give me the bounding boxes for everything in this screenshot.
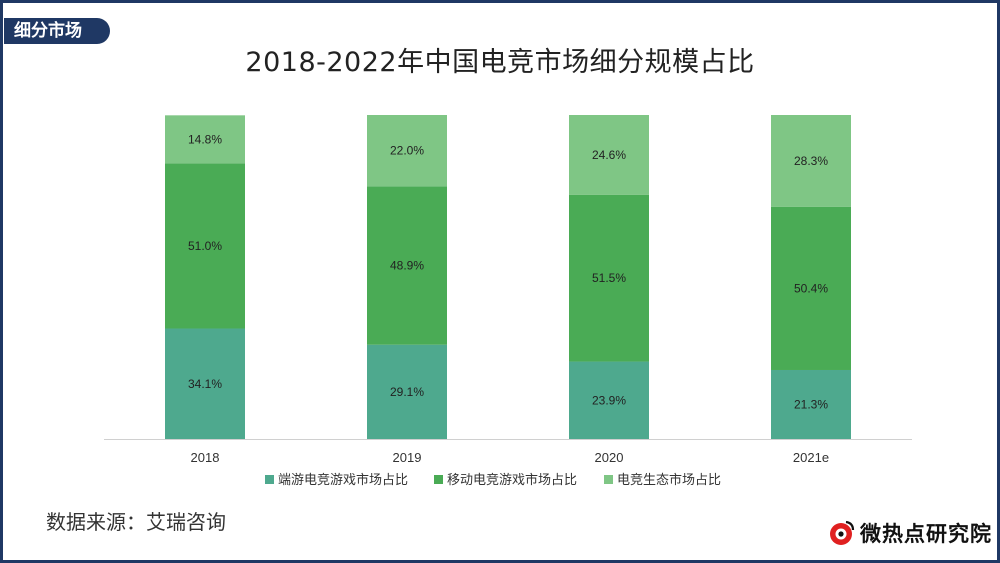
bar-segment-2018-s2 bbox=[165, 115, 245, 164]
x-tick-label: 2019 bbox=[393, 450, 422, 465]
bar-segment-2018-s0 bbox=[165, 328, 245, 439]
bar-segment-2020-s0 bbox=[569, 361, 649, 439]
data-label: 23.9% bbox=[592, 393, 626, 407]
data-label: 14.8% bbox=[188, 132, 222, 146]
data-label: 24.6% bbox=[592, 148, 626, 162]
x-tick-label: 2018 bbox=[191, 450, 220, 465]
logo-text: 微热点研究院 bbox=[860, 522, 992, 546]
bar-segment-2019-s1 bbox=[367, 186, 447, 345]
legend-swatch bbox=[604, 475, 613, 484]
bar-segment-2018-s1 bbox=[165, 163, 245, 329]
legend-label: 电竞生态市场占比 bbox=[617, 472, 721, 488]
x-tick-label: 2021e bbox=[793, 450, 829, 465]
data-label: 48.9% bbox=[390, 258, 424, 272]
data-label: 34.1% bbox=[188, 377, 222, 391]
bar-segment-2020-s2 bbox=[569, 115, 649, 195]
weibo-eye-icon bbox=[830, 520, 855, 545]
data-label: 22.0% bbox=[390, 144, 424, 158]
legend-swatch bbox=[434, 475, 443, 484]
bar-segment-2021e-s0 bbox=[771, 369, 851, 439]
x-tick-label: 2020 bbox=[595, 450, 624, 465]
data-label: 28.3% bbox=[794, 154, 828, 168]
bar-segment-2019-s0 bbox=[367, 344, 447, 439]
bar-segment-2020-s1 bbox=[569, 194, 649, 362]
section-tag: 细分市场 bbox=[4, 18, 110, 44]
legend-label: 端游电竞游戏市场占比 bbox=[278, 472, 408, 488]
bar-segment-2021e-s2 bbox=[771, 115, 851, 207]
legend-swatch bbox=[265, 475, 274, 484]
data-label: 51.5% bbox=[592, 271, 626, 285]
chart-title: 2018-2022年中国电竞市场细分规模占比 bbox=[245, 47, 755, 78]
data-label: 29.1% bbox=[390, 385, 424, 399]
bar-segment-2021e-s1 bbox=[771, 206, 851, 370]
data-source-note: 数据来源：艾瑞咨询 bbox=[46, 510, 226, 534]
legend-label: 移动电竞游戏市场占比 bbox=[447, 472, 577, 488]
brand-logo: 微热点研究院 bbox=[826, 516, 992, 550]
data-label: 21.3% bbox=[794, 397, 828, 411]
data-label: 51.0% bbox=[188, 239, 222, 253]
bar-segment-2019-s2 bbox=[367, 115, 447, 187]
data-label: 50.4% bbox=[794, 281, 828, 295]
